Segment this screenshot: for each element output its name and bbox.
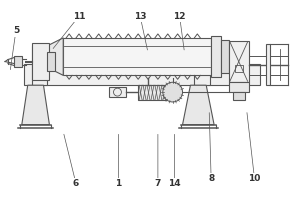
Text: 13: 13 [134,12,146,21]
Bar [32,46,47,85]
Text: 7: 7 [155,179,161,188]
Bar [229,82,249,92]
Polygon shape [47,38,63,75]
Bar [24,64,260,85]
Text: 8: 8 [208,174,214,183]
Bar [233,92,245,100]
Text: 1: 1 [115,179,122,188]
Polygon shape [182,85,214,125]
Bar [14,56,22,67]
Bar [138,85,166,100]
Bar [63,38,211,75]
Bar [194,46,210,85]
Circle shape [163,82,182,102]
Text: 5: 5 [13,26,19,35]
Bar [109,87,126,97]
Bar [229,41,249,82]
Text: 10: 10 [248,174,261,183]
Bar [266,44,270,85]
Text: 12: 12 [173,12,186,21]
Bar [32,43,50,80]
Text: 11: 11 [73,12,85,21]
Bar [235,64,243,72]
Polygon shape [22,85,50,125]
Text: 14: 14 [168,179,181,188]
Bar [211,36,221,77]
Bar [47,52,55,71]
Bar [221,40,229,73]
Text: 6: 6 [73,179,79,188]
